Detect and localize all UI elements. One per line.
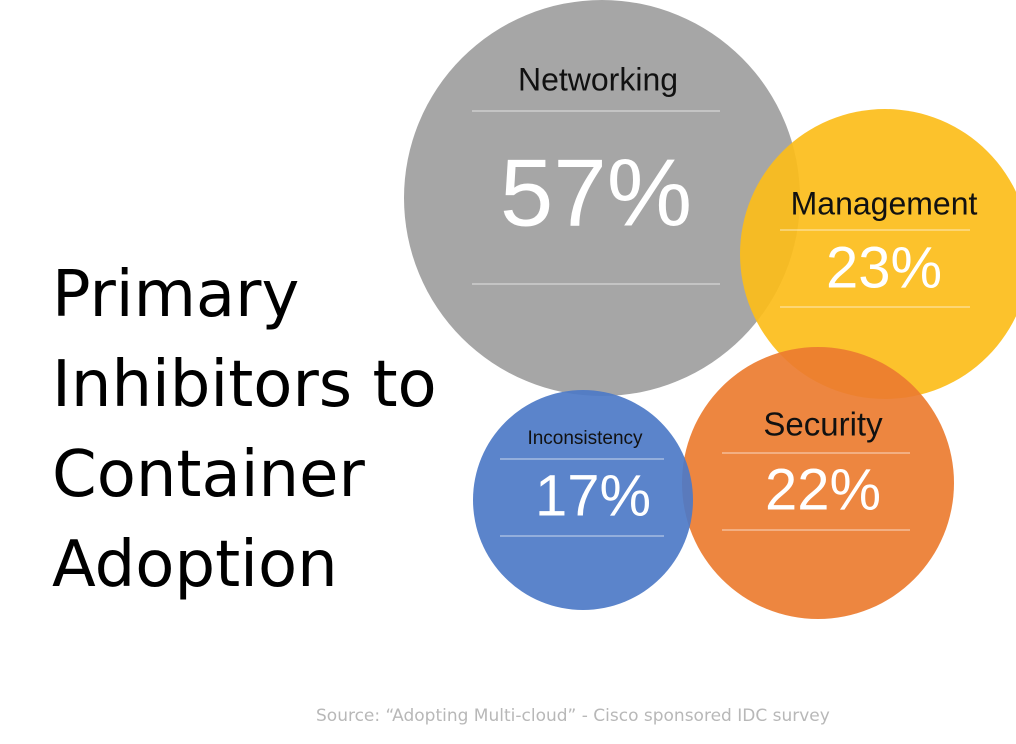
bubble-management — [740, 109, 1016, 399]
title-line-2: Inhibitors to — [52, 348, 437, 422]
bubble-inconsistency-value: 17% — [535, 463, 651, 528]
title-line-1: Primary — [52, 258, 300, 332]
bubble-networking-value: 57% — [500, 139, 692, 246]
source-note: Source: “Adopting Multi-cloud” - Cisco s… — [316, 706, 830, 726]
title-line-4: Adoption — [52, 528, 338, 602]
slide-title: Primary Inhibitors to Container Adoption — [52, 250, 437, 610]
bubble-security-value: 22% — [765, 457, 881, 522]
title-line-3: Container — [52, 438, 365, 512]
bubble-management-label: Management — [791, 185, 978, 221]
bubble-networking — [404, 0, 800, 396]
bubble-security — [682, 347, 954, 619]
bubble-inconsistency — [473, 390, 693, 610]
bubble-management-value: 23% — [826, 235, 942, 300]
bubble-security-label: Security — [763, 406, 883, 443]
bubble-networking-label: Networking — [518, 61, 678, 97]
bubble-inconsistency-label: Inconsistency — [527, 428, 643, 449]
